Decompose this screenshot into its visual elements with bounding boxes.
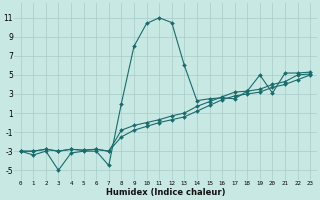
X-axis label: Humidex (Indice chaleur): Humidex (Indice chaleur) bbox=[106, 188, 225, 197]
